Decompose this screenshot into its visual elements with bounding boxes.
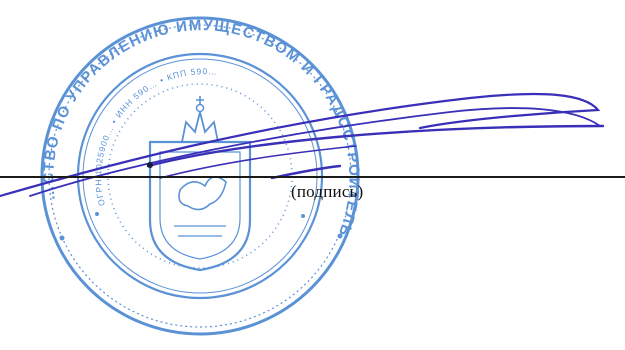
signature-caption: (подпись): [291, 182, 364, 201]
coat-of-arms-emblem: [148, 96, 252, 272]
seal-inner-text: ОГРН 1025900… • ИНН 590… • КПП 590…: [93, 66, 218, 207]
signature-line: [0, 176, 625, 178]
official-seal: …СТВО ПО УПРАВЛЕНИЮ ИМУЩЕСТВОМ И ГРАДОСТ…: [0, 0, 361, 336]
handwritten-signature: [0, 92, 605, 198]
seal-star-marks: [59, 212, 343, 241]
